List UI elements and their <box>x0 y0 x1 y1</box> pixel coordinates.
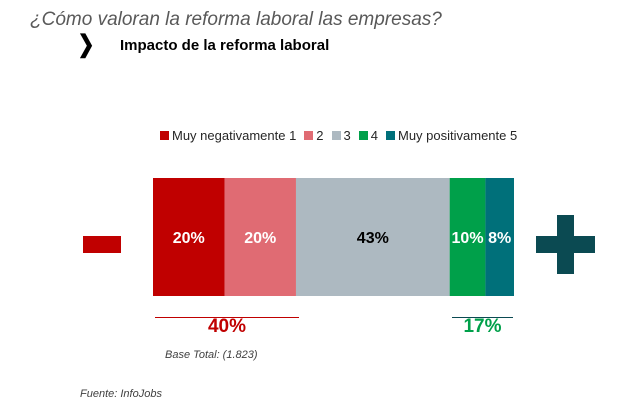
source-note: Fuente: InfoJobs <box>80 388 162 400</box>
legend-label-4: 4 <box>370 128 378 143</box>
legend-item-4: 4 <box>358 128 378 143</box>
legend-item-2: 2 <box>304 128 324 143</box>
minus-icon <box>83 236 121 253</box>
positive-total: 17% <box>463 316 502 337</box>
bar-segment-3 <box>295 178 450 296</box>
legend-label-2: 2 <box>316 128 324 143</box>
bar-label-1: 20% <box>173 230 205 247</box>
legend-swatch-4 <box>358 131 368 140</box>
chart-subtitle: Impacto de la reforma laboral <box>120 37 330 54</box>
bar-segment-4 <box>449 178 486 296</box>
legend-item-1: Muy negativamente 1 <box>160 128 296 143</box>
bar-segment-5 <box>485 178 514 296</box>
bar-label-4: 10% <box>452 230 484 247</box>
legend-label-1: Muy negativamente 1 <box>172 128 297 143</box>
legend-item-5: Muy positivamente 5 <box>386 128 517 143</box>
negative-underline <box>155 317 299 318</box>
legend-swatch-1 <box>160 131 169 140</box>
legend-swatch-5 <box>386 131 395 140</box>
bar-label-5: 8% <box>488 230 511 247</box>
positive-underline <box>452 317 513 318</box>
base-total-note: Base Total: (1.823) <box>165 349 258 361</box>
legend-swatch-3 <box>331 131 341 140</box>
negative-total: 40% <box>207 316 247 337</box>
bar-label-3: 43% <box>357 230 389 247</box>
bar-label-2: 20% <box>244 230 276 247</box>
plus-icon-vertical <box>557 215 574 274</box>
chart-legend: Muy negativamente 1 2 3 4 Muy positivame… <box>160 128 519 143</box>
legend-swatch-2 <box>304 131 314 140</box>
chevron-right-icon: ❯ <box>77 31 95 58</box>
legend-label-3: 3 <box>343 128 351 143</box>
bar-segment-1 <box>153 178 225 296</box>
legend-label-5: Muy positivamente 5 <box>398 128 518 143</box>
legend-item-3: 3 <box>331 128 351 143</box>
chart-question-title: ¿Cómo valoran la reforma laboral las emp… <box>30 9 442 30</box>
bar-segment-2 <box>224 178 296 296</box>
